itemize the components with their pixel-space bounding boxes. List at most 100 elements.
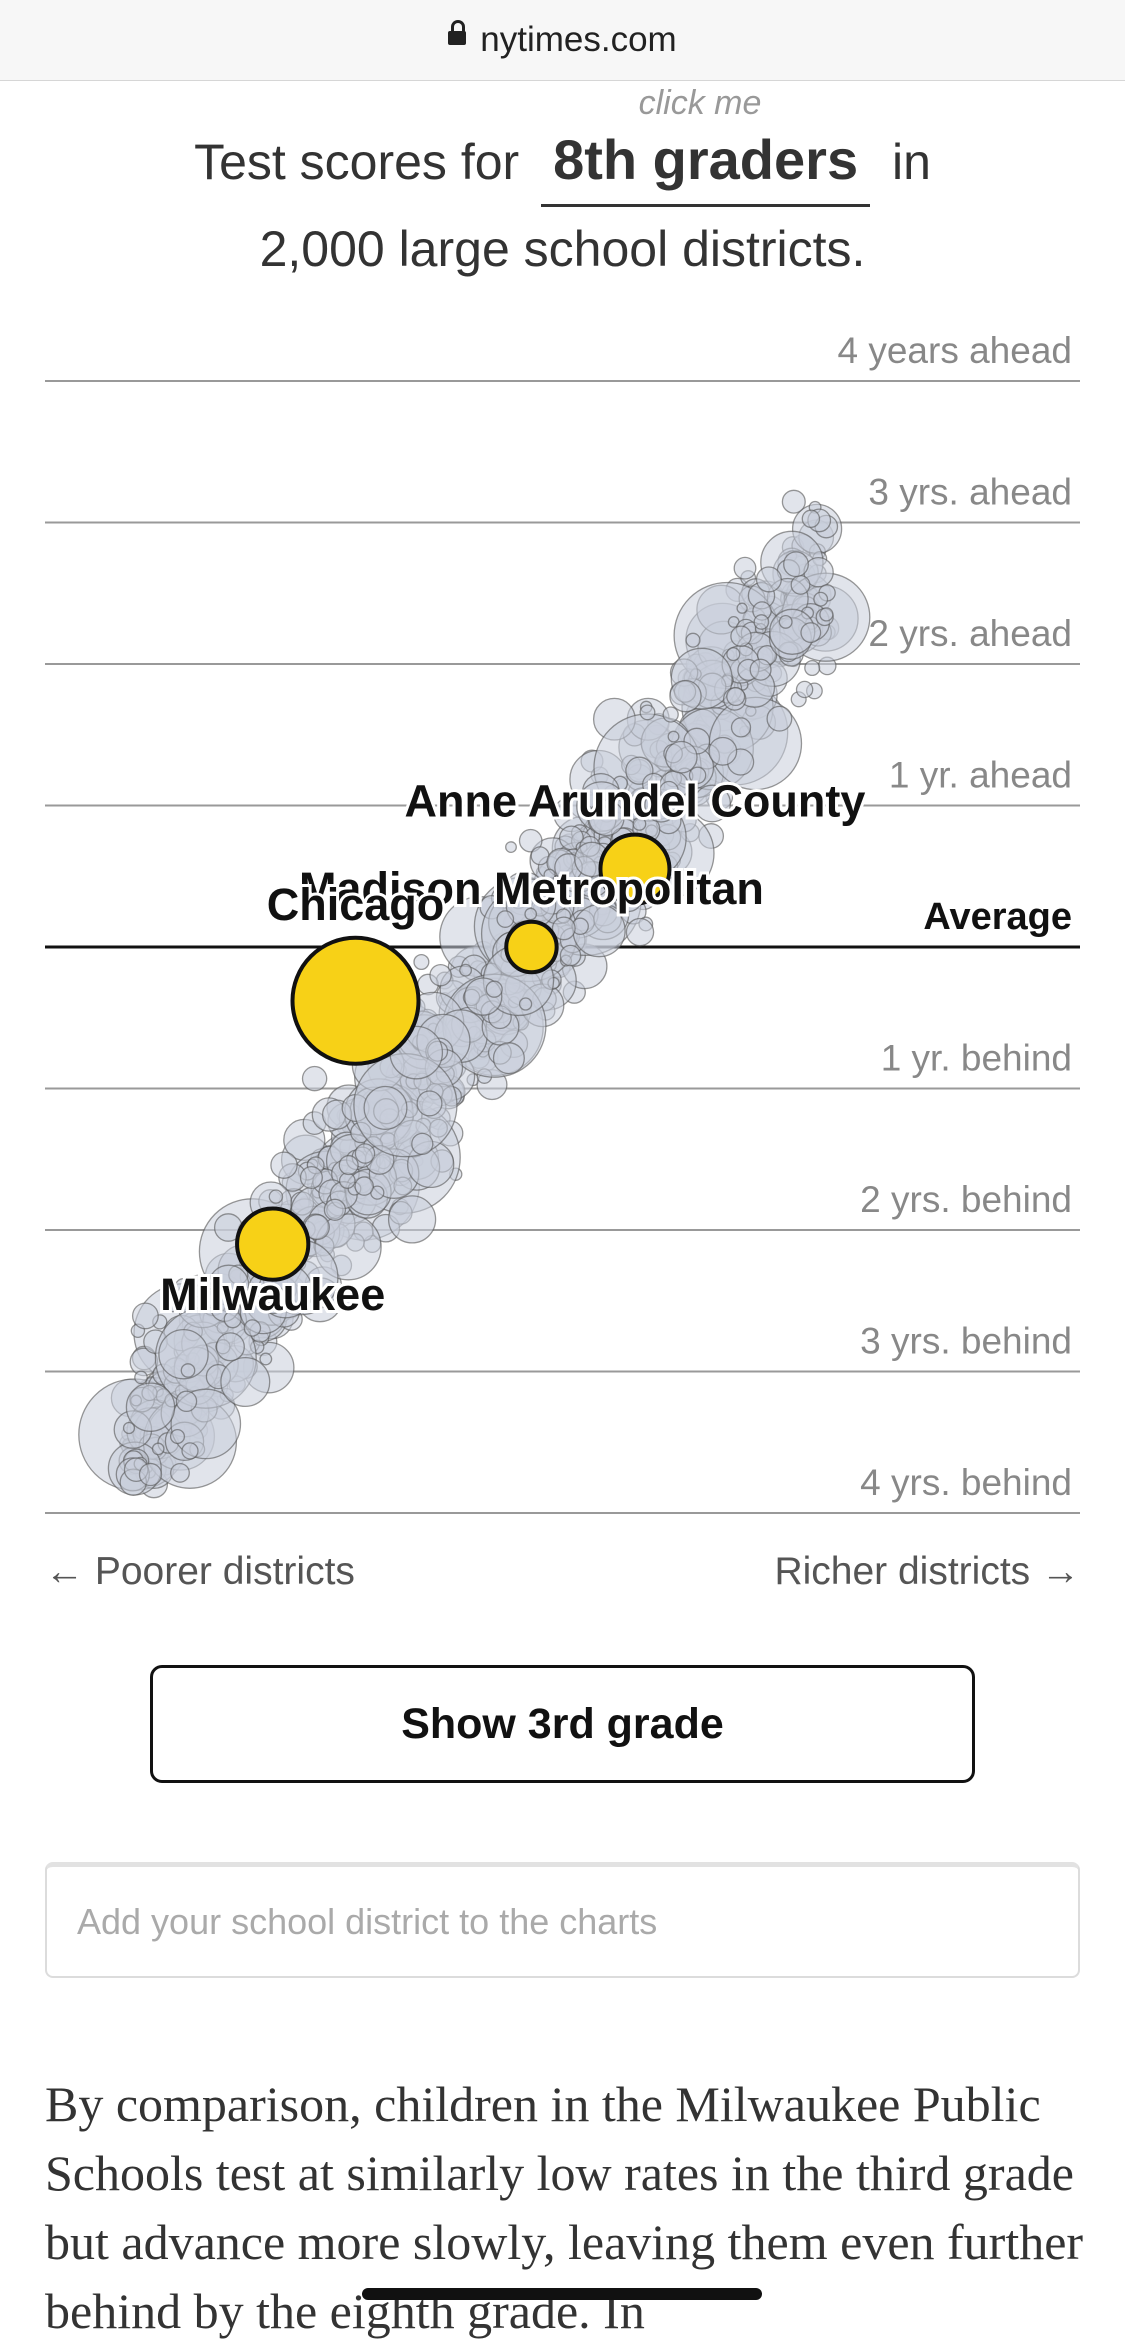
district-dot (669, 679, 702, 713)
gridline-label-0: 4 years ahead (837, 330, 1072, 371)
district-dot (800, 622, 822, 644)
district-dot (485, 980, 503, 998)
district-dot (169, 1428, 186, 1445)
district-dot (354, 1143, 376, 1164)
click-me-hint: click me (638, 84, 762, 122)
district-dot (122, 1421, 136, 1435)
district-dot (220, 1356, 271, 1408)
district-dot (559, 944, 582, 967)
district-search-input[interactable] (45, 1862, 1080, 1978)
headline-line2: 2,000 large school districts. (259, 221, 866, 277)
district-dot (632, 816, 647, 831)
district-dot (429, 963, 452, 987)
gridline-label-2: 2 yrs. ahead (868, 613, 1072, 654)
scatter-chart: 4 years ahead 3 yrs. ahead 2 yrs. ahead 1 y… (45, 330, 1080, 1514)
district-dot (492, 1042, 525, 1075)
district-dot (736, 602, 748, 614)
district-dot (625, 917, 655, 947)
district-dot (257, 1284, 288, 1315)
district-dot (158, 1328, 209, 1380)
district-dot (813, 591, 829, 607)
district-dot (138, 1462, 163, 1487)
district-dot (338, 1172, 356, 1189)
district-dot (540, 886, 558, 905)
district-dot (151, 1442, 165, 1456)
highlight-label-milwaukee: Milwaukee (160, 1269, 385, 1320)
district-dot (170, 1462, 190, 1483)
highlight-dot-milwaukee[interactable] (235, 1206, 311, 1282)
district-dot (662, 706, 679, 723)
district-dot (411, 1132, 434, 1156)
gridlines: 4 years ahead 3 yrs. ahead 2 yrs. ahead 1 y… (45, 330, 1080, 1514)
district-dot (639, 704, 656, 721)
district-dot (781, 489, 806, 514)
district-dot (134, 1370, 148, 1385)
district-dot (164, 1295, 181, 1313)
district-dot (688, 766, 707, 785)
show-grade-button[interactable]: Show 3rd grade (150, 1665, 975, 1783)
district-dot (215, 1332, 245, 1362)
highlighted-districts: Anne Arundel County Madison MetropolitanC… (157, 773, 868, 1323)
district-dot (301, 1065, 328, 1092)
district-dot (664, 740, 698, 774)
district-dot (323, 1198, 347, 1221)
highlight-dot-chicago[interactable] (290, 935, 421, 1066)
district-dot (180, 1363, 196, 1378)
district-dot (753, 614, 770, 630)
district-dot (685, 632, 701, 648)
x-axis-label-richer: Richer districts → (774, 1550, 1080, 1593)
district-dot (801, 509, 821, 529)
district-dot (259, 1352, 273, 1366)
grade-selector[interactable]: 8th graders (541, 118, 871, 207)
district-dot (125, 1382, 176, 1432)
gridline-label-5: 1 yr. behind (881, 1038, 1072, 1079)
gridline-label-3: 1 yr. ahead (889, 755, 1072, 796)
district-dot (524, 907, 538, 921)
district-dot (131, 1302, 159, 1330)
district-dot (551, 916, 576, 941)
article-paragraph: By comparison, children in the Milwaukee… (45, 2076, 1084, 2339)
gridline-label-7: 3 yrs. behind (860, 1321, 1072, 1362)
district-dot (659, 780, 679, 801)
district-dot (181, 1442, 199, 1460)
district-dot (667, 730, 680, 743)
district-dot (543, 868, 556, 881)
district-dot (730, 717, 752, 738)
district-dot (505, 841, 517, 854)
district-dots (78, 489, 871, 1499)
district-dot (270, 1151, 298, 1179)
highlight-dot-anne-arundel-county[interactable] (598, 832, 672, 906)
highlight-label-anne-arundel-county: Anne Arundel County (405, 776, 866, 827)
district-dot (387, 1195, 437, 1244)
highlight-label-chicago: Chicago (267, 879, 445, 930)
district-dot (726, 647, 741, 662)
district-dot (413, 953, 430, 971)
district-dot (175, 1390, 198, 1413)
district-dot (795, 680, 814, 699)
url-text: nytimes.com (480, 20, 677, 59)
district-dot (693, 784, 732, 823)
browser-address-bar[interactable]: nytimes.com (0, 0, 1125, 81)
district-dot (518, 828, 543, 853)
lock-icon (448, 20, 467, 45)
district-dot (749, 658, 772, 681)
district-dot (804, 659, 821, 677)
district-dot (755, 566, 782, 593)
district-dot (726, 686, 746, 707)
district-dot (819, 607, 834, 622)
home-indicator (362, 2288, 762, 2300)
district-dot (730, 625, 752, 647)
district-dot (496, 910, 515, 928)
district-dot (783, 551, 809, 578)
district-dot (790, 574, 811, 595)
district-dot (363, 1085, 408, 1130)
district-dot (778, 614, 793, 629)
district-dot (223, 1310, 242, 1329)
headline-suffix: in (892, 134, 931, 190)
district-dot (174, 1278, 193, 1297)
gridline-label-8: 4 yrs. behind (860, 1462, 1072, 1503)
district-dot (268, 1189, 284, 1204)
gridline-label-1: 3 yrs. ahead (868, 472, 1072, 513)
highlight-dot-madison-metropolitan[interactable] (504, 919, 559, 975)
district-dot (299, 1165, 323, 1190)
